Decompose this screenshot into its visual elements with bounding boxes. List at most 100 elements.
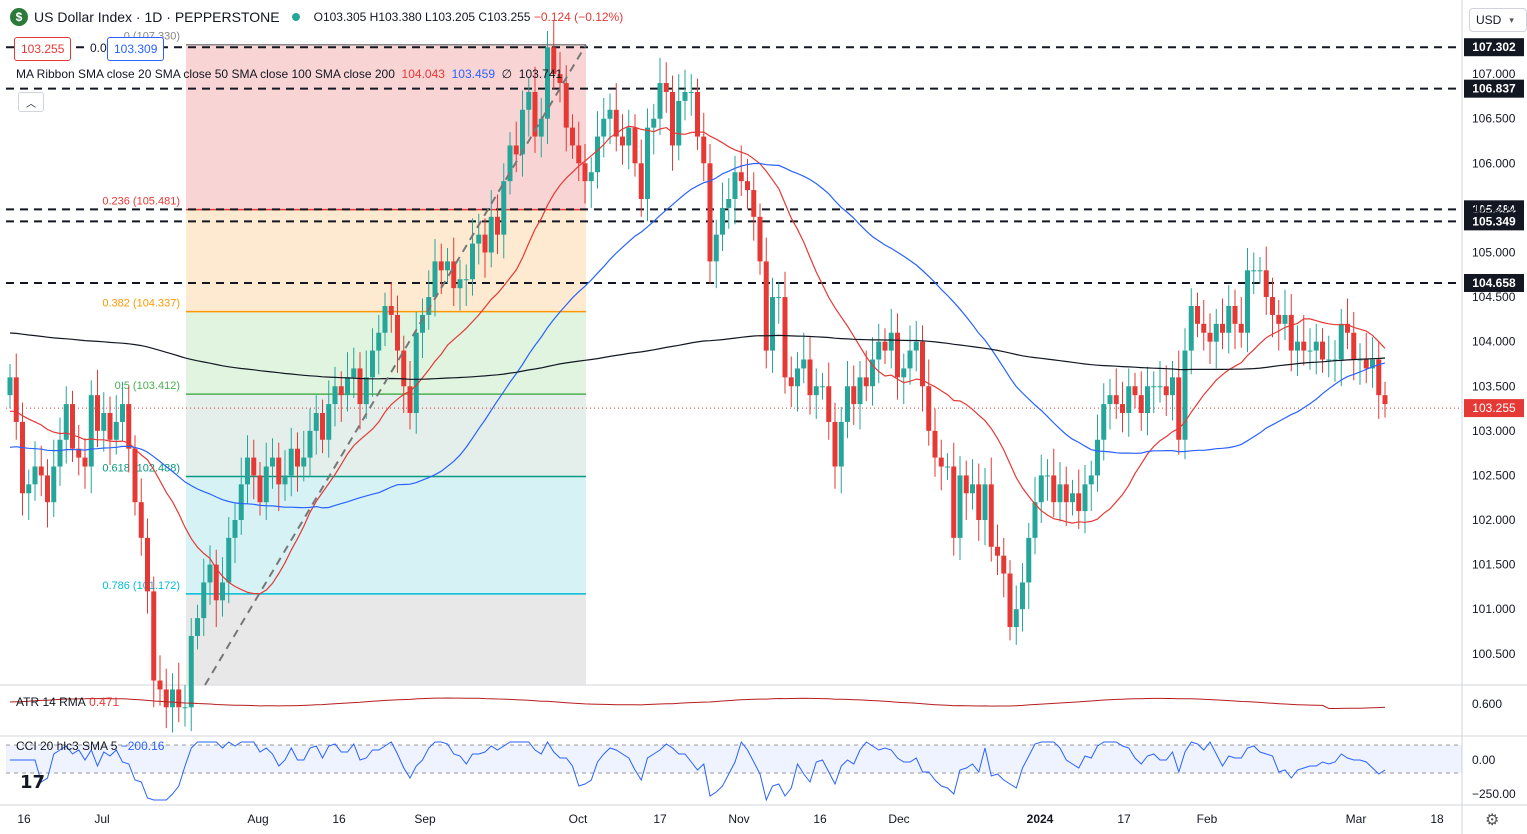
candle [626,127,632,146]
candle [988,484,994,547]
candle [545,47,550,119]
candle [1132,386,1138,396]
candle [1213,323,1219,342]
candle [457,279,463,289]
candle [1020,582,1025,610]
candle [688,91,694,93]
candle [926,386,932,431]
candle [20,421,25,494]
ma-ribbon-legend[interactable]: MA Ribbon SMA close 20 SMA close 50 SMA … [16,67,562,81]
candle [313,413,319,431]
candle [76,448,82,458]
buy-price-box[interactable]: 103.309 [107,37,165,61]
candle [1326,359,1332,361]
candle [57,439,63,467]
sma50-line [9,162,1386,509]
atr-line [9,697,1386,709]
candle [1345,323,1350,333]
candle [213,564,219,601]
candle [95,395,100,431]
candle [913,341,919,351]
candle [695,91,700,137]
candle [776,297,782,299]
candle [551,47,557,75]
candle [257,475,263,503]
level-label: 104.658 [1472,276,1516,290]
candle [113,421,119,440]
candle [326,404,332,440]
symbol-title[interactable]: US Dollar Index · 1D · PEPPERSTONE [34,9,280,25]
candle [101,413,107,431]
candle [432,261,438,298]
sma50-value: 103.459 [451,67,495,81]
candle [1182,350,1188,440]
gear-icon[interactable]: ⚙ [1485,812,1500,829]
candle [88,395,94,467]
candle [1382,395,1388,405]
candle [945,466,950,468]
candle [476,234,482,244]
candle [1038,475,1044,503]
candle [445,261,450,271]
candle [845,386,850,422]
date-tick: 17 [653,812,667,826]
candle [413,332,419,414]
candle [1270,297,1275,315]
candle [251,457,257,476]
candle [376,332,382,351]
date-tick: 16 [332,812,346,826]
date-tick: 16 [813,812,827,826]
candle [957,475,963,538]
date-tick: Jul [94,812,109,826]
candle [426,297,432,315]
atr-legend[interactable]: ATR 14 RMA 0.471 [16,695,120,709]
candle [182,707,188,709]
cci-tick: −250.00 [1472,787,1516,801]
candle [1263,270,1269,298]
price-tick: 106.500 [1472,112,1516,126]
candle [857,377,863,405]
fib-label: 0.382 (104.337) [102,298,180,310]
chevron-down-icon: ▾ [1509,14,1514,25]
candle [451,261,457,289]
last-price-label: 103.255 [1472,401,1516,415]
candle [738,172,744,182]
candle [657,83,663,119]
candle [407,386,413,414]
currency-select[interactable]: USD ▾ [1469,8,1527,32]
candle [301,457,307,467]
candle [1276,314,1282,324]
candle [1313,341,1319,351]
candle [1351,332,1357,360]
ma-ribbon-label: MA Ribbon SMA close 20 SMA close 50 SMA … [16,67,395,81]
candle [538,118,544,137]
price-tick: 104.000 [1472,335,1516,349]
candle [463,279,469,281]
candle [1370,359,1375,369]
fib-zone [186,476,586,594]
price-tick: 104.500 [1472,290,1516,304]
candle [107,413,113,440]
candle [120,404,125,422]
candle [745,181,750,191]
sell-price-box[interactable]: 103.255 [14,37,72,61]
price-tick: 101.500 [1472,558,1516,572]
candle [801,359,807,369]
candle [870,359,875,387]
fib-label: 0.236 (105.481) [102,196,180,208]
candle [970,484,975,494]
candle [170,689,175,708]
candle [1307,350,1313,352]
candle [395,314,400,351]
candle [488,216,494,253]
candle [1363,359,1369,369]
candle [176,689,182,708]
candle [620,136,625,146]
collapse-legend-button[interactable]: ︿ [18,92,44,112]
candle [1163,386,1169,396]
candle [145,537,150,592]
candle [663,83,669,92]
cci-legend[interactable]: CCI 20 hlc3 SMA 5 −200.16 [16,739,165,753]
ohlc-values: O103.305 H103.380 L103.205 C103.255 −0.1… [313,10,624,24]
